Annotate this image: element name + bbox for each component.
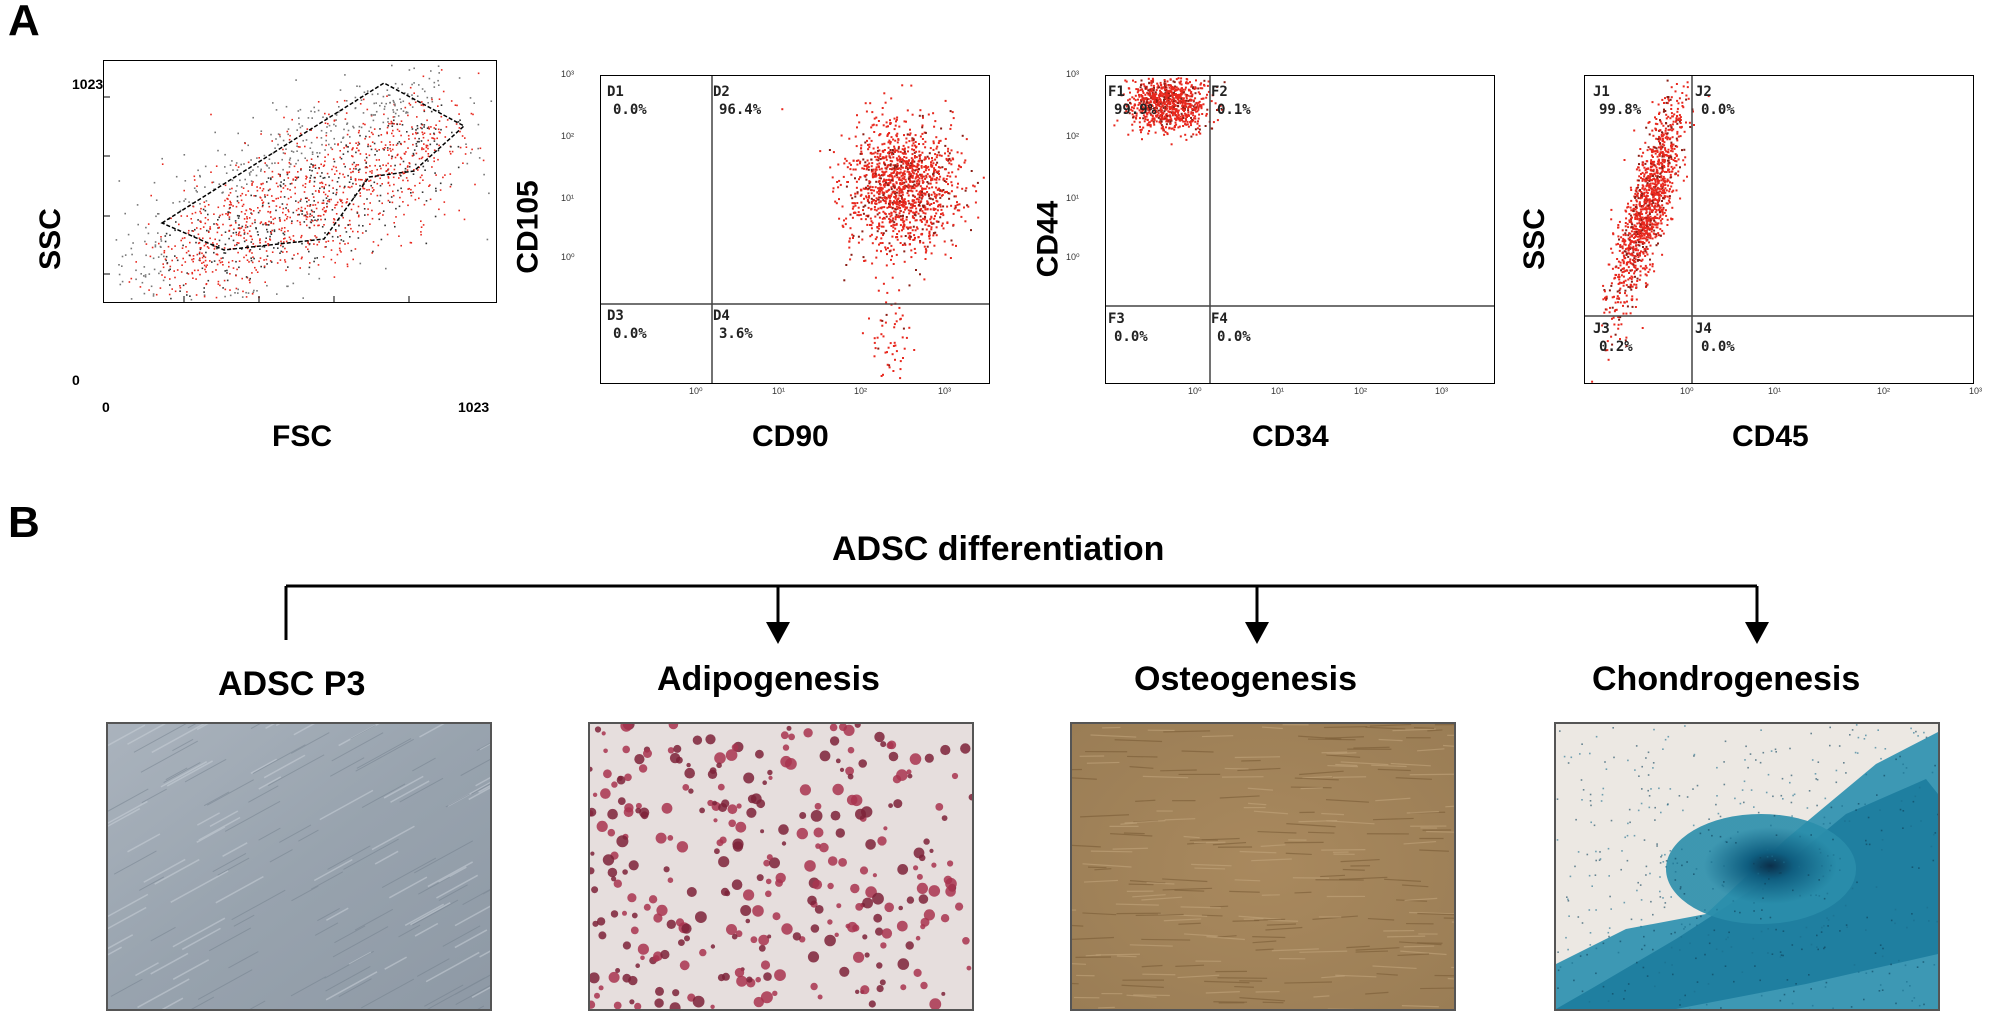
quadrant-percent-j3: 0.2% [1599, 339, 1633, 355]
arrow-adipo-icon [766, 622, 790, 644]
x-tick-label: 10¹ [772, 386, 786, 396]
x-axis-label: FSC [272, 420, 332, 453]
fsc-ssc-scatter-svg [104, 64, 493, 302]
y-tick-label: 10³ [561, 69, 575, 79]
plot-area: F1 99.9% F2 0.1% F3 0.0% F4 0.0% [1105, 75, 1495, 384]
phase-contrast-image [108, 724, 490, 1009]
differentiation-title: ADSC differentiation [832, 530, 1165, 568]
quadrant-id-j4: J4 [1695, 321, 1712, 337]
y-tick-label: 10¹ [1066, 193, 1080, 203]
panel-b-letter: B [8, 498, 40, 547]
label-adipogenesis: Adipogenesis [657, 660, 880, 698]
gate-scatter-points [115, 64, 493, 301]
x-tick-label: 10¹ [1271, 386, 1285, 396]
x-tick-label: 10¹ [1768, 386, 1782, 396]
y-min-tick: 0 [72, 372, 80, 388]
x-max-tick: 1023 [458, 399, 490, 415]
quadrant-percent-f3: 0.0% [1114, 329, 1148, 345]
scatter-svg [1106, 76, 1494, 383]
micrograph-adipogenesis [588, 722, 974, 1011]
y-tick-label: 10³ [1066, 69, 1080, 79]
quadrant-id-d4: D4 [713, 308, 730, 324]
scatter-points [781, 84, 985, 380]
arrow-chondro-icon [1745, 622, 1769, 644]
quadrant-percent-d4: 3.6% [719, 326, 753, 342]
scatter-points [1113, 77, 1226, 146]
quadrant-percent-j4: 0.0% [1701, 339, 1735, 355]
gate-polygon [160, 82, 466, 251]
quadrant-id-f1: F1 [1108, 84, 1125, 100]
x-axis-label: CD90 [752, 420, 829, 453]
y-tick-label: 10⁰ [1066, 252, 1080, 262]
quadrant-percent-j1: 99.8% [1599, 102, 1642, 118]
x-axis-label: CD45 [1732, 420, 1809, 453]
panel-a-letter: A [8, 0, 40, 45]
quadrant-id-d3: D3 [607, 308, 624, 324]
x-tick-label: 10³ [938, 386, 952, 396]
scatter-svg [1585, 76, 1973, 383]
micrograph-osteogenesis [1070, 722, 1456, 1011]
label-chondrogenesis: Chondrogenesis [1592, 660, 1861, 698]
quadrant-id-j2: J2 [1695, 84, 1712, 100]
x-tick-label: 10² [1354, 386, 1368, 396]
quadrant-id-d2: D2 [713, 84, 730, 100]
x-tick-label: 10⁰ [1188, 386, 1202, 396]
quadrant-id-f2: F2 [1211, 84, 1228, 100]
x-tick-label: 10³ [1435, 386, 1449, 396]
alizarin-image [1072, 724, 1454, 1009]
quadrant-percent-d2: 96.4% [719, 102, 762, 118]
x-tick-label: 10⁰ [689, 386, 703, 396]
y-tick-label: 10⁰ [561, 252, 575, 262]
quadrant-percent-d1: 0.0% [613, 102, 647, 118]
x-axis-label: CD34 [1252, 420, 1329, 453]
quadrant-percent-f1: 99.9% [1114, 102, 1157, 118]
y-tick-label: 10² [561, 131, 575, 141]
quadrant-id-f3: F3 [1108, 311, 1125, 327]
fsc-ssc-plot-area [103, 60, 497, 303]
arrow-osteo-icon [1245, 622, 1269, 644]
quadrant-percent-j2: 0.0% [1701, 102, 1735, 118]
x-tick-label: 10⁰ [1680, 386, 1694, 396]
scatter-points [1591, 79, 1710, 383]
quadrant-id-f4: F4 [1211, 311, 1228, 327]
y-tick-label: 10² [1066, 131, 1080, 141]
label-adsc-p3: ADSC P3 [218, 665, 366, 703]
x-tick-label: 10² [1877, 386, 1891, 396]
scatter-svg [601, 76, 989, 383]
plot-area: J1 99.8% J2 0.0% J3 0.2% J4 0.0% [1584, 75, 1974, 384]
quadrant-id-d1: D1 [607, 84, 624, 100]
quadrant-id-j3: J3 [1593, 321, 1610, 337]
x-tick-label: 10² [854, 386, 868, 396]
oil-red-image [590, 724, 972, 1009]
plot-area: D1 0.0% D2 96.4% D3 0.0% D4 3.6% [600, 75, 990, 384]
alcian-blue-image [1556, 724, 1938, 1009]
quadrant-id-j1: J1 [1593, 84, 1610, 100]
quadrant-percent-d3: 0.0% [613, 326, 647, 342]
quadrant-percent-f2: 0.1% [1217, 102, 1251, 118]
x-tick-label: 10³ [1969, 386, 1983, 396]
y-tick-label: 10¹ [561, 193, 575, 203]
y-max-tick: 1023 [72, 76, 104, 92]
x-min-tick: 0 [102, 399, 110, 415]
micrograph-adsc-p3 [106, 722, 492, 1011]
label-osteogenesis: Osteogenesis [1134, 660, 1357, 698]
micrograph-chondrogenesis [1554, 722, 1940, 1011]
quadrant-percent-f4: 0.0% [1217, 329, 1251, 345]
